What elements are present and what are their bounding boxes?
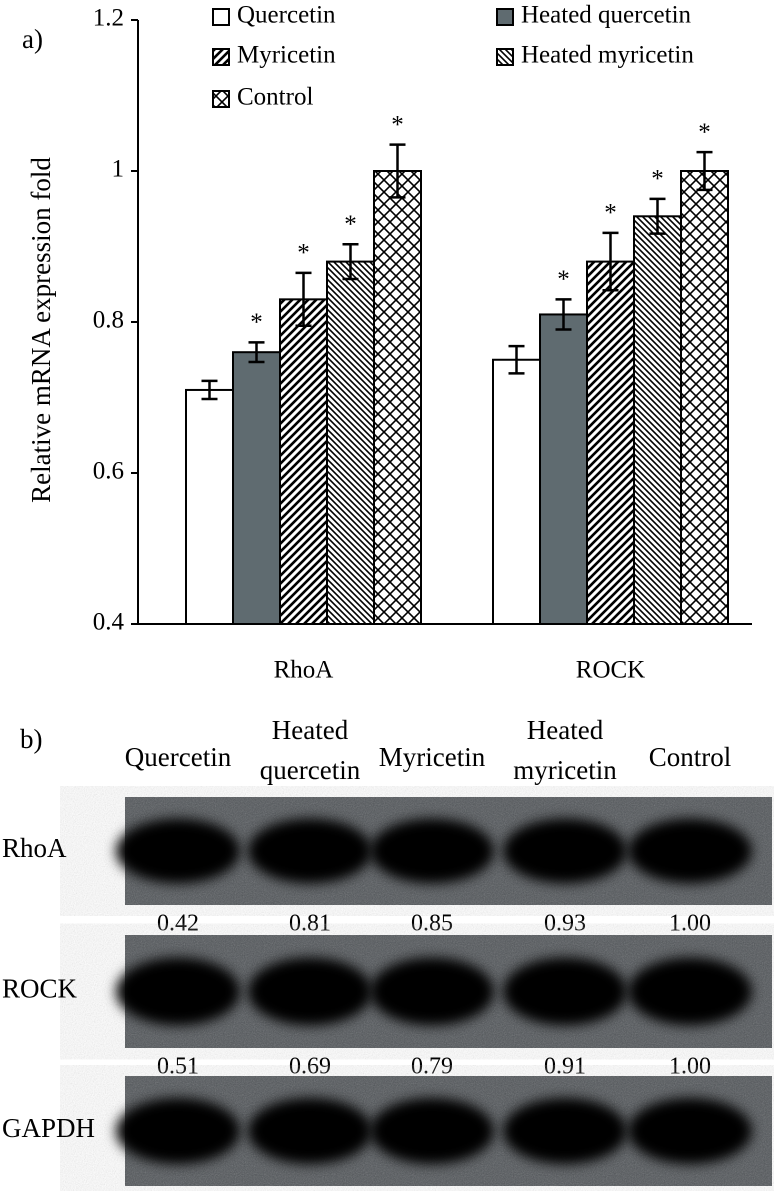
blot-band <box>503 957 627 1026</box>
band-value: 0.85 <box>411 911 453 937</box>
significance-label: * <box>604 200 617 227</box>
blot-band <box>503 818 627 884</box>
error-bar <box>342 242 359 281</box>
y-tick-label: 1 <box>112 156 125 183</box>
bar <box>373 170 422 625</box>
column-header: Heated <box>527 715 604 745</box>
panel-label: b) <box>20 724 43 754</box>
significance-label: * <box>297 240 310 267</box>
bar <box>185 388 234 626</box>
y-axis-title: Relative mRNA expression fold <box>26 157 56 503</box>
error-bar <box>696 150 713 192</box>
blot-band <box>116 1098 240 1164</box>
band-value: 0.93 <box>544 911 586 937</box>
bar <box>492 358 541 625</box>
significance-label: * <box>250 309 263 336</box>
error-bar <box>295 271 312 328</box>
blot-band <box>628 1098 752 1164</box>
panel-label: a) <box>22 24 43 54</box>
error-bar <box>602 231 619 292</box>
band-value: 1.00 <box>669 1054 711 1080</box>
error-bar <box>555 298 572 331</box>
band-value: 0.79 <box>411 1054 453 1080</box>
legend-swatch <box>212 90 230 108</box>
legend-swatch <box>496 8 514 26</box>
blot-strip <box>116 1076 772 1186</box>
band-value: 0.81 <box>289 911 331 937</box>
bar <box>680 170 729 625</box>
column-header: Control <box>649 742 732 772</box>
column-header: Quercetin <box>125 742 232 772</box>
significance-label: * <box>344 211 357 238</box>
band-value: 0.69 <box>289 1054 331 1080</box>
blot-band <box>248 818 372 884</box>
bar <box>539 313 588 625</box>
bar <box>586 260 635 625</box>
significance-label: * <box>651 166 664 193</box>
error-bar <box>649 197 666 235</box>
y-tick-label: 0.6 <box>93 458 124 485</box>
legend-swatch <box>212 48 230 66</box>
blot-strip <box>116 797 772 905</box>
row-label: ROCK <box>2 974 78 1004</box>
blot-band <box>370 818 494 884</box>
bar <box>633 215 682 626</box>
blot-band <box>628 957 752 1026</box>
blot-band <box>116 957 240 1026</box>
blot-band <box>248 957 372 1026</box>
bar <box>279 298 328 625</box>
y-tick-label: 1.2 <box>93 5 124 32</box>
error-bar <box>508 344 525 375</box>
error-bar <box>248 341 265 364</box>
legend-label: Quercetin <box>237 2 336 29</box>
legend-swatch <box>212 8 230 26</box>
significance-label: * <box>557 266 570 293</box>
blot-band <box>370 957 494 1026</box>
x-tick-label: ROCK <box>576 657 645 684</box>
significance-label: * <box>391 111 404 138</box>
legend-label: Control <box>237 84 313 111</box>
band-value: 0.42 <box>157 911 199 937</box>
legend-label: Heated quercetin <box>521 2 692 29</box>
bar <box>326 260 375 625</box>
blot-strip <box>116 935 772 1048</box>
blot-band <box>503 1098 627 1164</box>
band-value: 1.00 <box>669 911 711 937</box>
blot-band <box>248 1098 372 1164</box>
legend-label: Myricetin <box>237 42 336 69</box>
y-tick-label: 0.4 <box>93 609 125 636</box>
band-value: 0.51 <box>157 1054 199 1080</box>
error-bar <box>201 379 218 401</box>
column-header: Myricetin <box>379 742 486 772</box>
legend-swatch <box>496 48 514 66</box>
blot-band <box>116 818 240 884</box>
legend-label: Heated myricetin <box>521 42 694 69</box>
blot-band <box>370 1098 494 1164</box>
row-label: GAPDH <box>2 1113 95 1143</box>
significance-label: * <box>698 119 711 146</box>
blot-band <box>628 818 752 884</box>
row-label: RhoA <box>2 833 67 863</box>
error-bar <box>389 143 406 199</box>
column-header: myricetin <box>513 755 617 785</box>
band-value: 0.91 <box>544 1054 586 1080</box>
bar <box>232 351 281 625</box>
column-header: Heated <box>272 715 349 745</box>
x-tick-label: RhoA <box>274 657 334 684</box>
column-header: quercetin <box>260 755 361 785</box>
y-tick-label: 0.8 <box>93 307 124 334</box>
